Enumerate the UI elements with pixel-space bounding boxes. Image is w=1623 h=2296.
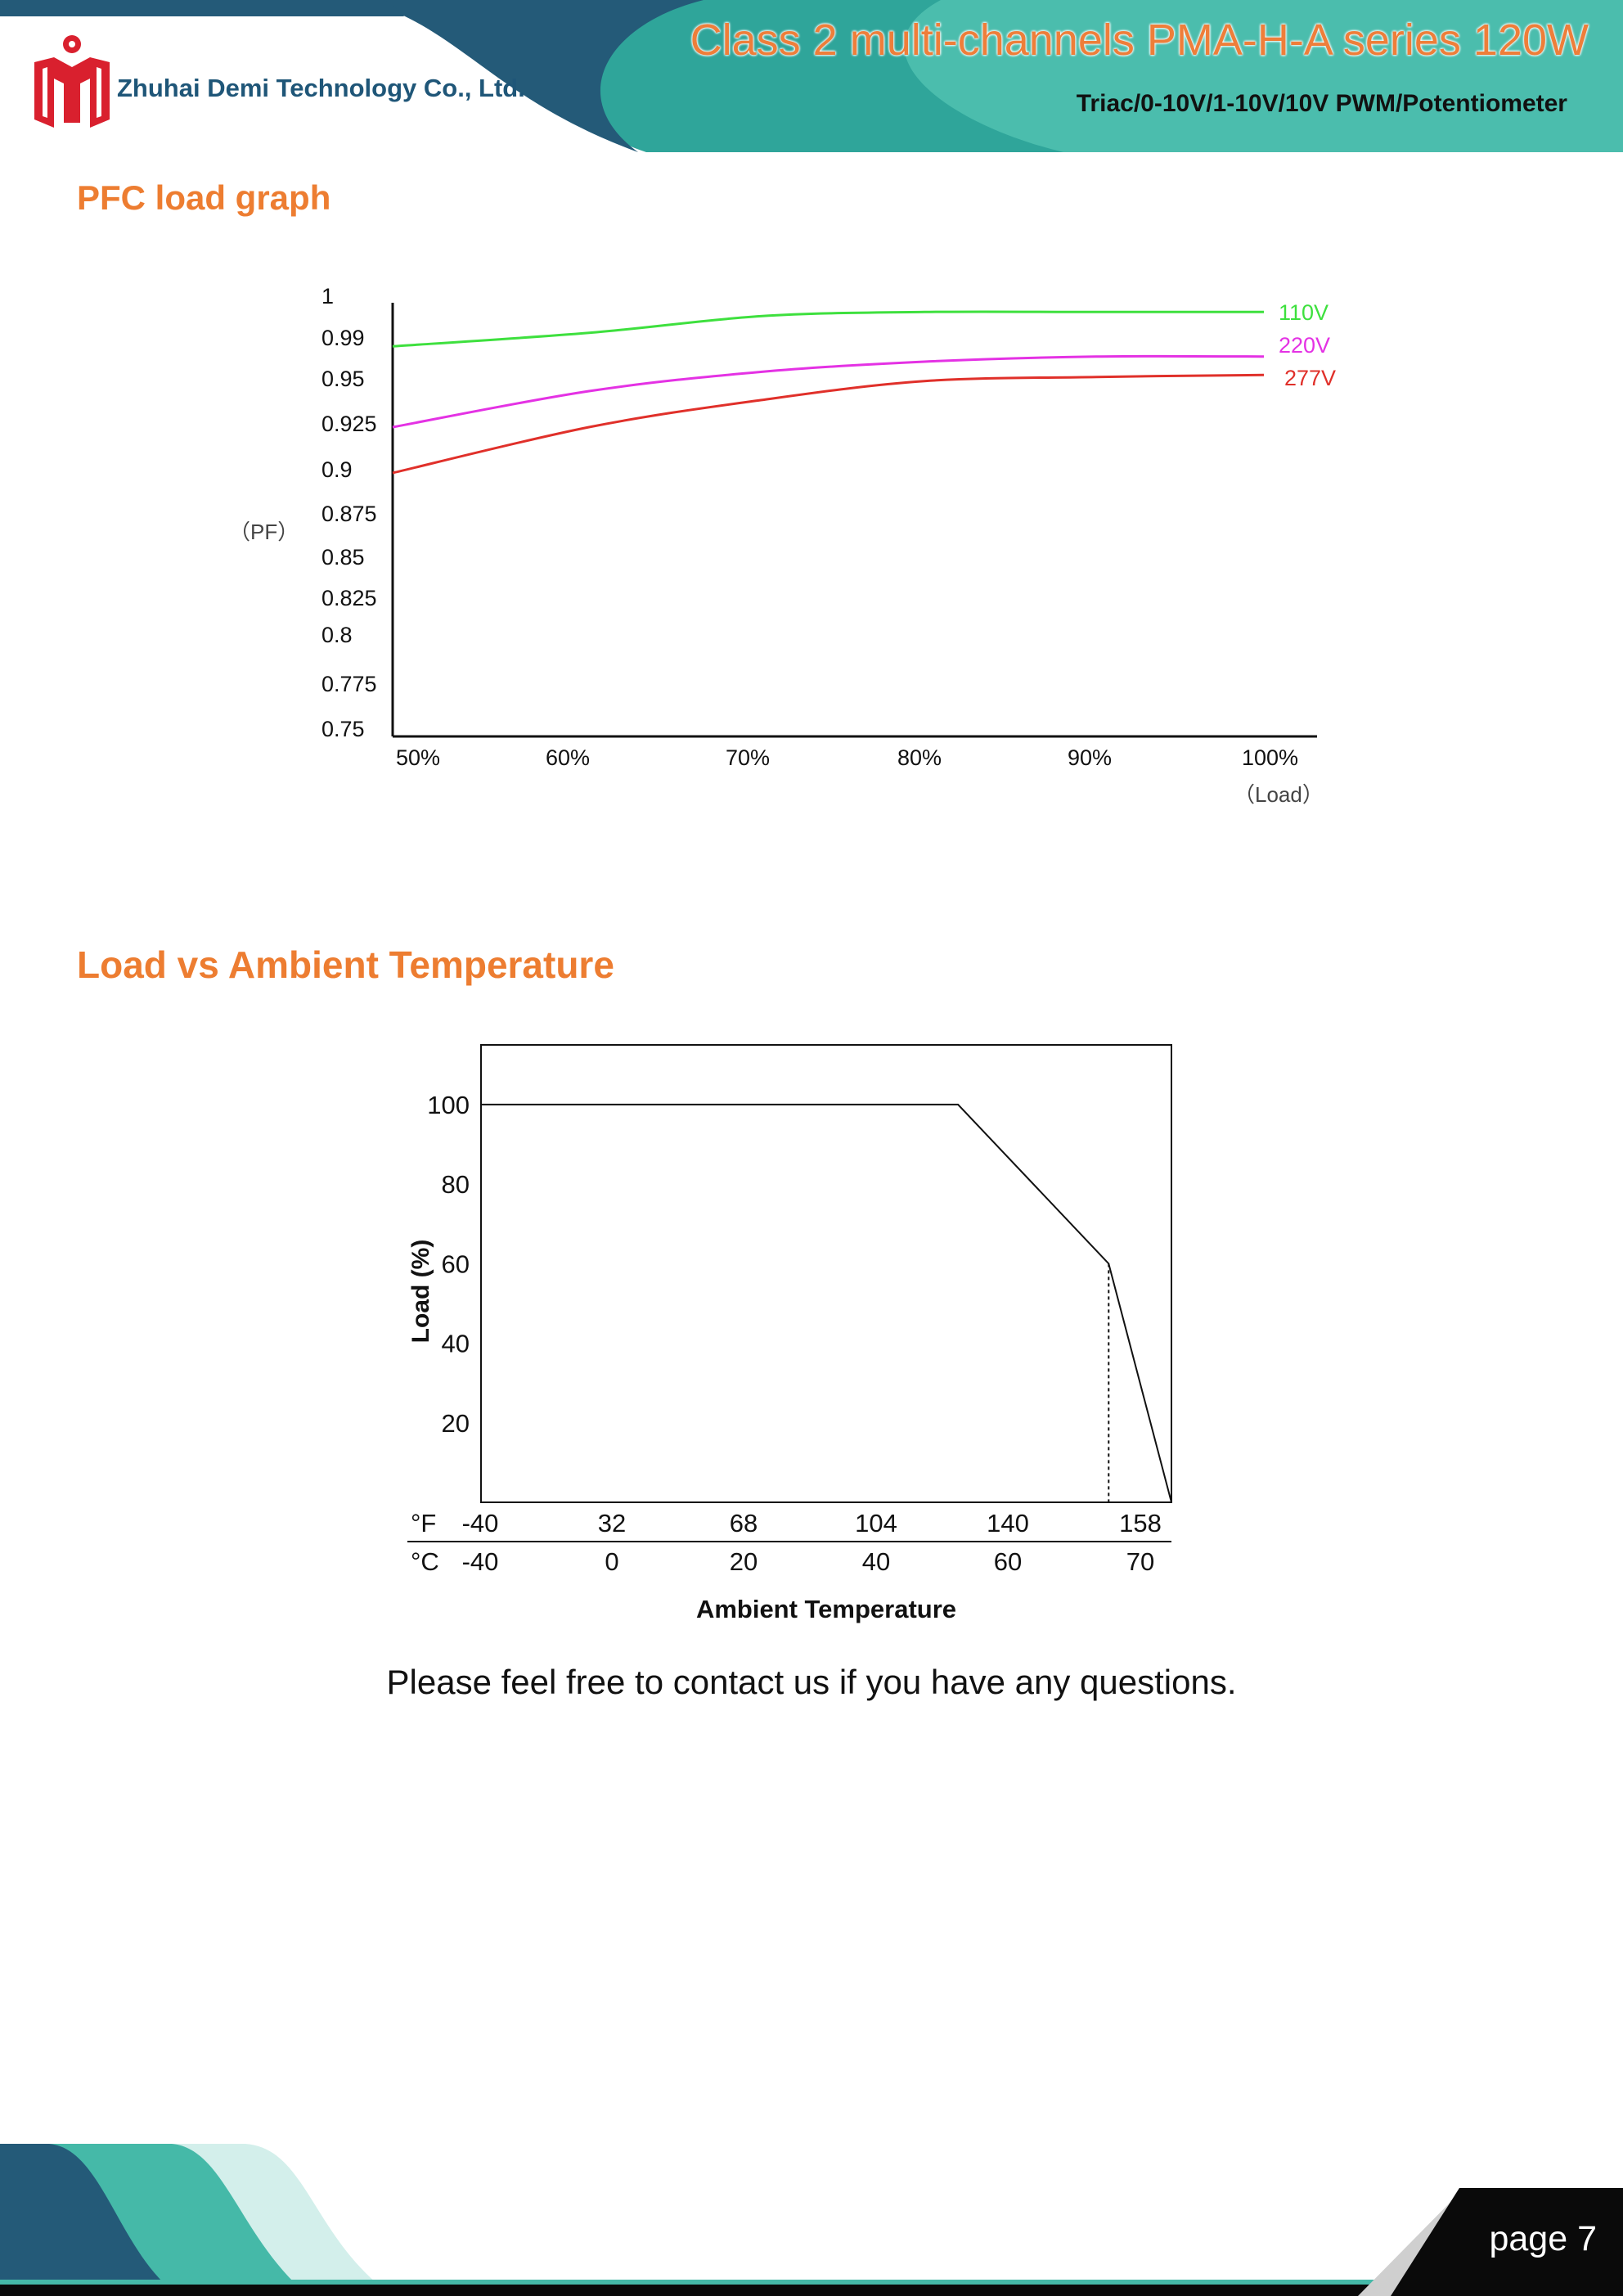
footer-line <box>0 2280 1623 2285</box>
footer-bottom-strip <box>0 2285 1623 2296</box>
page-number: page 7 <box>1489 2219 1597 2258</box>
temp-y-tick-label: 20 <box>442 1409 470 1438</box>
pfc-y-tick-label: 0.925 <box>321 412 377 436</box>
temp-y-tick-label: 100 <box>427 1091 470 1119</box>
temp-x-axis-label: Ambient Temperature <box>696 1595 956 1623</box>
pfc-y-tick-label: 0.875 <box>321 502 377 526</box>
temp-y-tick-label: 80 <box>442 1170 470 1199</box>
temp-fahrenheit-label: °F <box>411 1509 436 1537</box>
pfc-y-tick-label: 0.95 <box>321 367 365 391</box>
pfc-y-tick-label: 0.825 <box>321 586 377 610</box>
pfc-y-tick-label: 0.75 <box>321 717 365 741</box>
pfc-series-line-277V <box>392 373 1265 475</box>
load-temperature-chart: 100 80 60 40 20 Load (%) °F °C -40 32 68 104 140 158 -… <box>407 1044 1172 1623</box>
pfc-x-axis-label: （Load） <box>1234 782 1324 807</box>
pfc-x-tick-label: 50% <box>396 745 440 770</box>
temp-y-axis-label: Load (%) <box>407 1240 434 1344</box>
header-banner <box>0 0 1623 152</box>
header-white-cut <box>0 0 638 152</box>
temp-derating-line <box>481 1103 1172 1503</box>
temp-fahrenheit-tick: 140 <box>987 1509 1029 1537</box>
pfc-y-axis-label: （PF） <box>229 520 299 544</box>
pfc-load-chart: 1 0.99 0.95 0.925 0.9 0.875 0.85 0.825 0.8 0.775 0… <box>229 284 1336 807</box>
pfc-y-tick-label: 0.9 <box>321 457 353 482</box>
pfc-series-line-110V <box>392 310 1264 348</box>
footer-dark-wave <box>0 2144 164 2283</box>
pfc-series-label: 277V <box>1284 366 1336 390</box>
pfc-x-tick-label: 80% <box>897 745 942 770</box>
pfc-series-line-220V <box>392 354 1265 429</box>
temp-fahrenheit-tick: 104 <box>855 1509 897 1537</box>
temp-fahrenheit-tick: 158 <box>1119 1509 1162 1537</box>
temp-fahrenheit-tick: 68 <box>730 1509 758 1537</box>
pfc-y-tick-label: 0.99 <box>321 326 365 350</box>
temp-fahrenheit-tick: -40 <box>462 1509 499 1537</box>
temp-celsius-tick: 60 <box>994 1547 1022 1576</box>
footer-black-tab <box>1391 2188 1623 2296</box>
document-title: Class 2 multi-channels PMA-H-A series 12… <box>690 16 1589 65</box>
contact-message: Please feel free to contact us if you ha… <box>386 1663 1237 1701</box>
document-subtitle: Triac/0-10V/1-10V/10V PWM/Potentiometer <box>1076 90 1567 117</box>
pfc-x-tick-label: 100% <box>1242 745 1298 770</box>
pfc-x-tick-label: 70% <box>726 745 770 770</box>
temp-celsius-label: °C <box>411 1547 439 1576</box>
temp-celsius-tick: 70 <box>1126 1547 1154 1576</box>
temp-y-tick-label: 60 <box>442 1249 470 1278</box>
temp-fahrenheit-tick: 32 <box>598 1509 626 1537</box>
temp-celsius-tick: 0 <box>605 1547 618 1576</box>
temp-celsius-tick: 40 <box>862 1547 890 1576</box>
pfc-section-heading: PFC load graph <box>77 178 331 217</box>
company-name: Zhuhai Demi Technology Co., Ltd. <box>117 74 525 102</box>
pfc-series-label: 220V <box>1279 333 1330 358</box>
pfc-y-tick-label: 0.85 <box>321 545 365 569</box>
company-logo-icon <box>34 35 110 128</box>
header-dark-wave <box>360 0 704 152</box>
pfc-x-tick-label: 90% <box>1068 745 1112 770</box>
temp-plot-frame <box>480 1044 1172 1503</box>
pfc-y-tick-label: 0.775 <box>321 672 377 696</box>
footer-banner <box>0 2144 1623 2296</box>
temp-y-tick-label: 40 <box>442 1330 470 1358</box>
header-top-strip <box>0 0 404 16</box>
load-temp-section-heading: Load vs Ambient Temperature <box>77 943 614 986</box>
temp-celsius-tick: 20 <box>730 1547 758 1576</box>
pfc-x-tick-label: 60% <box>546 745 590 770</box>
pfc-series-label: 110V <box>1279 300 1329 325</box>
pfc-y-tick-label: 0.8 <box>321 623 353 647</box>
temp-celsius-tick: -40 <box>462 1547 499 1576</box>
pfc-y-tick-label: 1 <box>321 284 334 308</box>
